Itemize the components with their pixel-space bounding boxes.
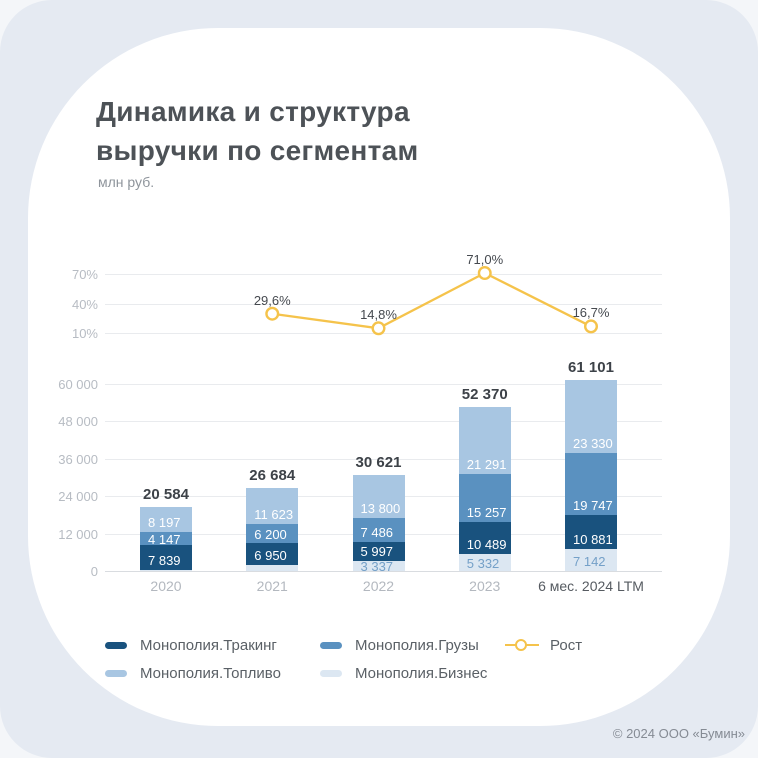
- gridline: [105, 571, 662, 572]
- y-axis-tick-label: 24 000: [58, 489, 98, 504]
- bar-total-label: 61 101: [568, 359, 614, 377]
- y-axis-tick-label: 36 000: [58, 452, 98, 467]
- bar-segment-value-label: 7 839: [148, 552, 181, 568]
- growth-point-marker: [477, 266, 492, 281]
- bar-segment-value-label: 10 489: [466, 537, 507, 553]
- bar-segment: [140, 569, 192, 571]
- bar-total-label: 30 621: [355, 454, 402, 472]
- y-axis-tick-label: 60 000: [58, 377, 98, 392]
- legend-label: Монополия.Тракинг: [140, 636, 277, 654]
- x-axis-category-label: 2021: [256, 578, 288, 594]
- bar-segment: [565, 452, 617, 515]
- x-axis-category-label: 2020: [150, 578, 182, 594]
- gridline: [105, 421, 662, 422]
- bar-segment-value-label: 23 330: [573, 435, 613, 451]
- growth-line-legend-icon: [505, 638, 539, 652]
- bar-segment: [458, 407, 511, 474]
- y-axis-tick-label: 40%: [71, 297, 98, 312]
- growth-value-label: 16,7%: [572, 305, 610, 321]
- legend-line-ring: [515, 638, 527, 651]
- copyright-text: © 2024 ООО «Бумин»: [612, 726, 745, 741]
- bar-segment-value-label: 6 950: [254, 548, 287, 564]
- bar-segment-value-label: 5 997: [360, 544, 394, 560]
- bar-segment: [140, 506, 192, 533]
- x-axis-category-label: 2023: [469, 578, 501, 594]
- bar-segment-value-label: 7 486: [360, 524, 394, 540]
- growth-line: [265, 266, 599, 336]
- gridline: [105, 459, 662, 460]
- bar-total-label: 20 584: [143, 485, 189, 503]
- y-axis-tick-label: 10%: [71, 326, 98, 341]
- legend-label: Монополия.Грузы: [355, 636, 479, 654]
- growth-value-label: 71,0%: [466, 252, 504, 268]
- gridline: [105, 274, 662, 275]
- bar-segment: [352, 518, 405, 542]
- gridline: [105, 304, 662, 305]
- title-line-1: Динамика и структура: [96, 96, 410, 127]
- growth-point-marker: [265, 306, 280, 321]
- bar-segment-value-label: 6 200: [254, 526, 287, 542]
- bar-segment-value-label: 7 142: [573, 554, 606, 569]
- legend-label: Рост: [550, 636, 583, 654]
- bar-total-label: 26 684: [249, 466, 296, 484]
- bar-segment-value-label: 11 623: [254, 506, 294, 522]
- y-axis-tick-label: 70%: [71, 267, 98, 282]
- y-axis-tick-label: 48 000: [58, 414, 98, 429]
- bar-segment: [565, 380, 617, 453]
- legend-item-5: Монополия.Бизнес: [320, 664, 487, 682]
- x-axis-category-label: 6 мес. 2024 LTM: [538, 578, 644, 594]
- x-axis-category-label: 2022: [362, 578, 395, 594]
- growth-point-marker: [584, 319, 599, 334]
- growth-point-marker: [371, 321, 386, 336]
- bar-segment: [458, 473, 511, 522]
- bar-segment: [246, 543, 299, 566]
- bar-segment: [352, 560, 405, 571]
- bar-segment-value-label: 19 747: [573, 497, 613, 513]
- bar-segment: [246, 487, 299, 524]
- y-axis-tick-label: 0: [90, 564, 98, 579]
- legend-label: Монополия.Топливо: [140, 664, 281, 682]
- growth-value-label: 14,8%: [360, 307, 397, 323]
- growth-line-path: [272, 271, 592, 330]
- legend-swatch-icon: [320, 669, 342, 677]
- gridline: [105, 384, 662, 385]
- legend-swatch-icon: [105, 641, 127, 649]
- bar-total-label: 52 370: [461, 386, 508, 404]
- bar-segment: [140, 532, 192, 546]
- bar-segment: [352, 541, 405, 561]
- bar-segment: [458, 554, 511, 571]
- bar-segment-value-label: 8 197: [148, 515, 181, 531]
- page-title: Динамика и структура выручки по сегмента…: [96, 92, 419, 170]
- bar-segment-value-label: 13 800: [360, 501, 401, 517]
- bar-segment-value-label: 21 291: [466, 456, 507, 472]
- bar-segment: [140, 545, 192, 570]
- legend-item-4: Монополия.Топливо: [105, 664, 281, 682]
- bar-segment-value-label: 10 881: [573, 531, 613, 547]
- bar-segment-value-label: 15 257: [466, 504, 507, 520]
- bar-segment: [246, 523, 299, 544]
- legend-item-2: Монополия.Грузы: [320, 636, 479, 654]
- bar-segment: [565, 548, 617, 571]
- bar-segment: [352, 475, 405, 519]
- legend-swatch-icon: [320, 641, 342, 649]
- y-axis-tick-label: 12 000: [58, 527, 98, 542]
- legend-item-3: Рост: [505, 636, 582, 654]
- gridline: [105, 333, 662, 334]
- bar-segment: [246, 565, 299, 571]
- bar-segment: [565, 514, 617, 549]
- content-card: [28, 28, 730, 726]
- growth-value-label: 29,6%: [253, 292, 291, 308]
- bar-segment-value-label: 3 337: [360, 558, 394, 574]
- bar-segment: [458, 521, 511, 555]
- legend-label: Монополия.Бизнес: [355, 664, 488, 682]
- bar-segment-value-label: 5 332: [466, 555, 500, 571]
- bar-segment-value-label: 4 147: [148, 531, 181, 547]
- title-line-2: выручки по сегментам: [96, 135, 419, 166]
- units-label: млн руб.: [98, 174, 155, 190]
- legend-item-1: Монополия.Тракинг: [105, 636, 277, 654]
- legend-swatch-icon: [105, 669, 127, 677]
